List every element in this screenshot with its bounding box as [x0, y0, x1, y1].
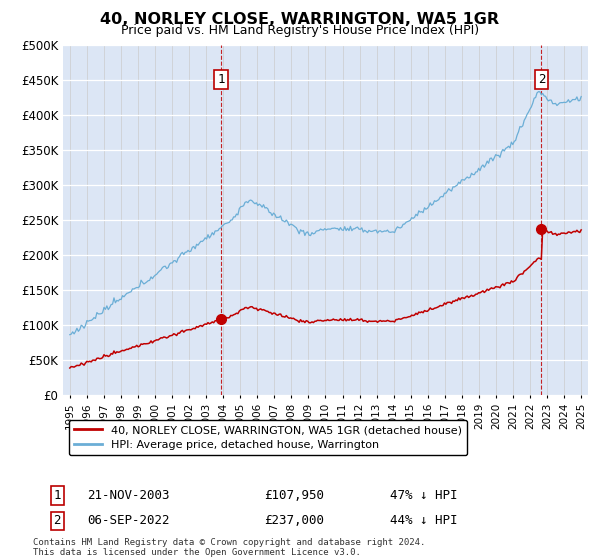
Text: 47% ↓ HPI: 47% ↓ HPI — [390, 489, 458, 502]
Text: 44% ↓ HPI: 44% ↓ HPI — [390, 514, 458, 528]
Text: 2: 2 — [538, 73, 545, 86]
Text: 40, NORLEY CLOSE, WARRINGTON, WA5 1GR: 40, NORLEY CLOSE, WARRINGTON, WA5 1GR — [100, 12, 500, 27]
Text: 21-NOV-2003: 21-NOV-2003 — [87, 489, 170, 502]
Text: Contains HM Land Registry data © Crown copyright and database right 2024.
This d: Contains HM Land Registry data © Crown c… — [33, 538, 425, 557]
Text: 1: 1 — [218, 73, 225, 86]
Text: Price paid vs. HM Land Registry's House Price Index (HPI): Price paid vs. HM Land Registry's House … — [121, 24, 479, 36]
Text: 2: 2 — [53, 514, 61, 528]
Text: £237,000: £237,000 — [264, 514, 324, 528]
Text: £107,950: £107,950 — [264, 489, 324, 502]
Text: 1: 1 — [53, 489, 61, 502]
Legend: 40, NORLEY CLOSE, WARRINGTON, WA5 1GR (detached house), HPI: Average price, deta: 40, NORLEY CLOSE, WARRINGTON, WA5 1GR (d… — [68, 419, 467, 455]
Text: 06-SEP-2022: 06-SEP-2022 — [87, 514, 170, 528]
